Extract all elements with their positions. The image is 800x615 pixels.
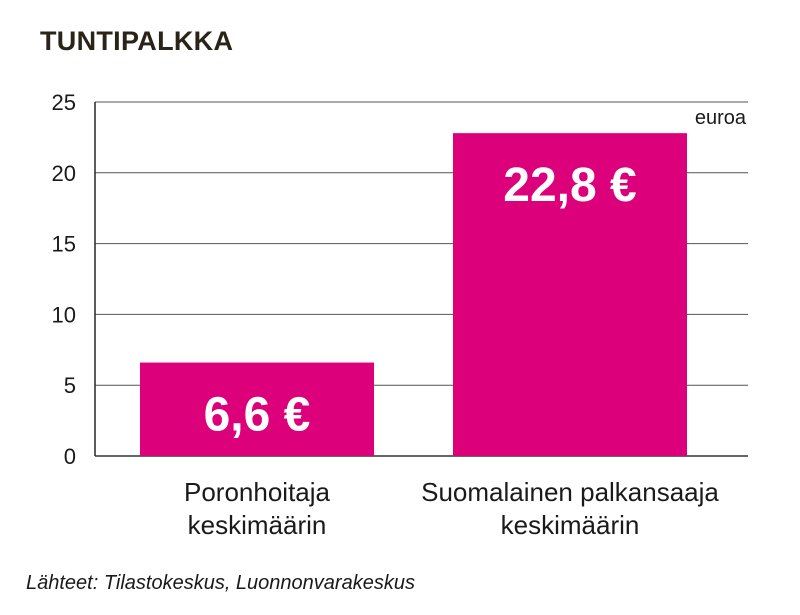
y-tick-label: 10 [52,302,76,327]
category-label: Suomalainen palkansaaja [421,477,719,507]
category-label: keskimäärin [501,510,640,540]
category-label: keskimäärin [188,510,327,540]
chart-title: TUNTIPALKKA [40,26,234,56]
y-tick-label: 15 [52,232,76,257]
data-label: 6,6 € [204,389,311,442]
y-tick-label: 25 [52,90,76,115]
category-label: Poronhoitaja [184,477,331,507]
data-label: 22,8 € [503,159,636,212]
y-tick-label: 20 [52,161,76,186]
source-note: Lähteet: Tilastokeskus, Luonnonvarakesku… [26,572,415,594]
bar [453,133,687,457]
y-tick-label: 5 [64,373,76,398]
bar [140,362,374,456]
y-tick-label: 0 [64,444,76,469]
unit-label: euroa [695,107,747,129]
